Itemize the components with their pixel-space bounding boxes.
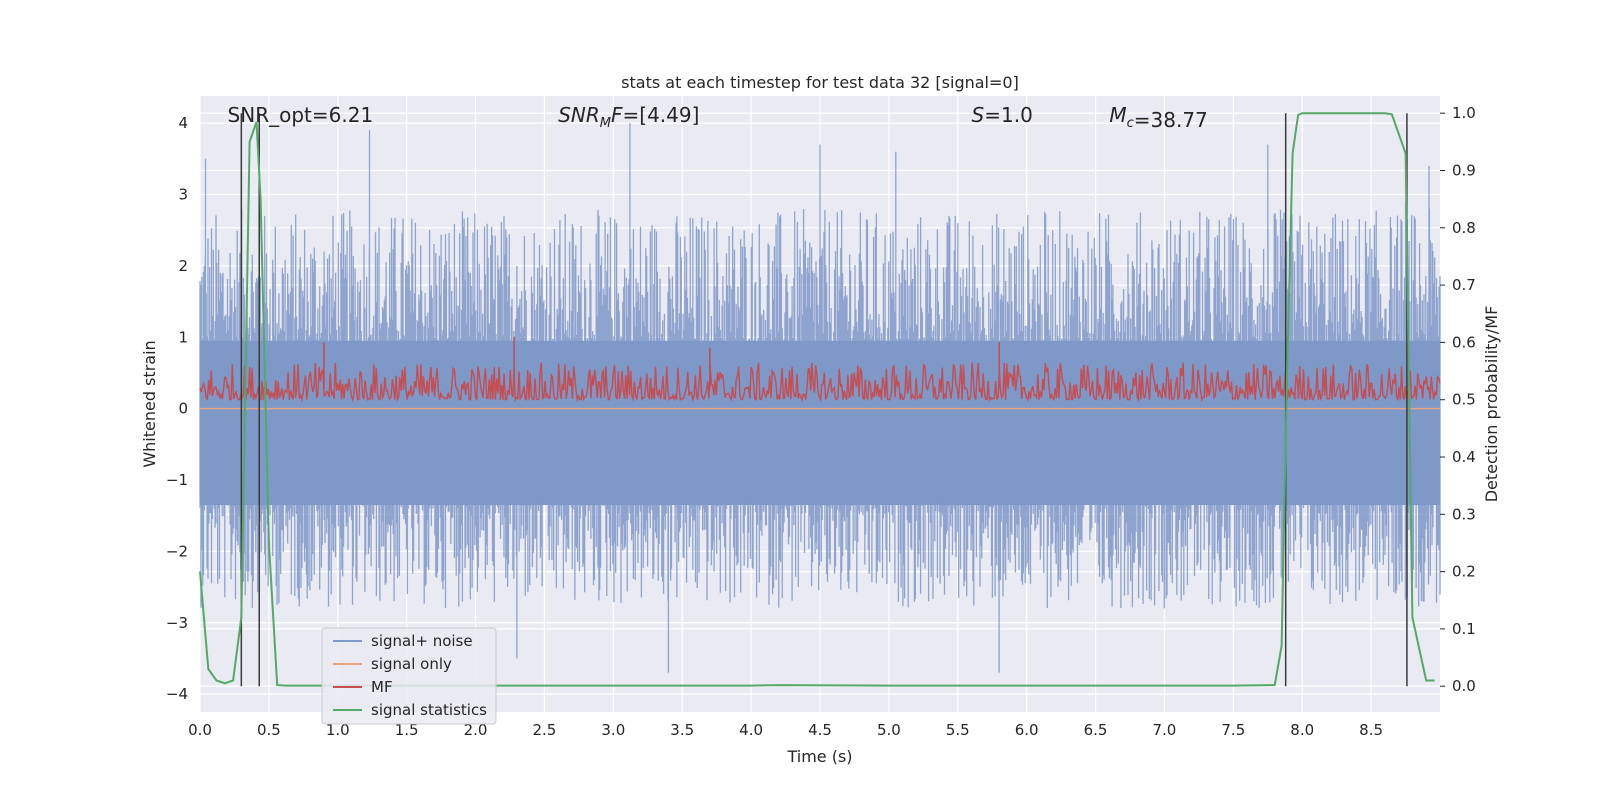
annotation-text: Mc=38.77 bbox=[1109, 103, 1207, 132]
x-tick-label: 0.5 bbox=[257, 721, 281, 739]
y-right-tick-label: 0.1 bbox=[1452, 620, 1476, 638]
y-right-tick-label: 0.7 bbox=[1452, 276, 1476, 294]
x-tick-label: 2.0 bbox=[464, 721, 488, 739]
y-right-tick-label: 0.8 bbox=[1452, 219, 1476, 237]
annotation-text: SNRMF=[4.49] bbox=[558, 103, 699, 131]
signal-statistics-line bbox=[199, 112, 1435, 687]
x-tick-label: 3.5 bbox=[670, 721, 694, 739]
x-tick-label: 7.0 bbox=[1153, 721, 1177, 739]
y-left-tick-label: 1 bbox=[178, 328, 188, 346]
legend-label-signal-only: signal only bbox=[371, 655, 452, 673]
y-left-tick-label: −2 bbox=[166, 542, 188, 560]
y-right-tick-label: 0.2 bbox=[1452, 563, 1476, 581]
chart-title: stats at each timestep for test data 32 … bbox=[621, 73, 1019, 92]
legend-label-signal-statistics: signal statistics bbox=[371, 701, 487, 719]
y-axis-label-right: Detection probability/MF bbox=[1482, 306, 1501, 503]
y-right-tick-label: 0.9 bbox=[1452, 161, 1476, 179]
legend-box bbox=[321, 627, 497, 725]
mf-series bbox=[199, 336, 1441, 403]
y-left-tick-label: −1 bbox=[166, 471, 188, 489]
x-tick-label: 0.0 bbox=[188, 721, 212, 739]
x-tick-label: 4.5 bbox=[808, 721, 832, 739]
x-tick-label: 5.0 bbox=[877, 721, 901, 739]
legend: signal+ noise signal only MF signal stat… bbox=[321, 627, 497, 725]
signal-noise-series bbox=[199, 123, 1441, 673]
y-left-tick-label: 2 bbox=[178, 257, 188, 275]
x-tick-label: 8.5 bbox=[1359, 721, 1383, 739]
y-right-tick-label: 0.5 bbox=[1452, 391, 1476, 409]
legend-label-signal-noise: signal+ noise bbox=[371, 632, 473, 650]
y-left-tick-label: −3 bbox=[166, 614, 188, 632]
y-left-tick-label: 4 bbox=[178, 114, 188, 132]
y-left-tick-label: 0 bbox=[178, 400, 188, 418]
x-tick-label: 8.0 bbox=[1290, 721, 1314, 739]
y-right-tick-label: 0.0 bbox=[1452, 677, 1476, 695]
y-left-tick-label: −4 bbox=[166, 685, 188, 703]
x-tick-label: 2.5 bbox=[533, 721, 557, 739]
legend-label-mf: MF bbox=[371, 678, 393, 696]
x-tick-label: 1.5 bbox=[395, 721, 419, 739]
y-right-tick-label: 0.4 bbox=[1452, 448, 1476, 466]
y-right-tick-label: 0.3 bbox=[1452, 505, 1476, 523]
y-right-tick-label: 1.0 bbox=[1452, 104, 1476, 122]
x-tick-label: 5.5 bbox=[946, 721, 970, 739]
x-tick-label: 7.5 bbox=[1221, 721, 1245, 739]
tick-labels: 0.0 0.5 1.0 1.5 2.0 2.5 3.0 3.5 4.0 4.5 5.0 5.5 6.0 6… bbox=[166, 104, 1476, 739]
x-tick-label: 4.0 bbox=[739, 721, 763, 739]
annotation-text: SNR_opt=6.21 bbox=[228, 103, 374, 127]
x-tick-label: 1.0 bbox=[326, 721, 350, 739]
y-left-tick-label: 3 bbox=[178, 186, 188, 204]
signal-statistics-series bbox=[199, 112, 1435, 687]
x-tick-label: 6.0 bbox=[1015, 721, 1039, 739]
x-axis-label: Time (s) bbox=[786, 747, 852, 766]
annotation-text: S=1.0 bbox=[972, 103, 1033, 127]
y-axis-label-left: Whitened strain bbox=[140, 340, 159, 467]
annotations: SNR_opt=6.21 SNRMF=[4.49] S=1.0 Mc=38.77 bbox=[228, 103, 1208, 132]
y-right-tick-label: 0.6 bbox=[1452, 333, 1476, 351]
mf-line bbox=[199, 362, 1441, 403]
x-tick-label: 3.0 bbox=[601, 721, 625, 739]
x-tick-label: 6.5 bbox=[1084, 721, 1108, 739]
